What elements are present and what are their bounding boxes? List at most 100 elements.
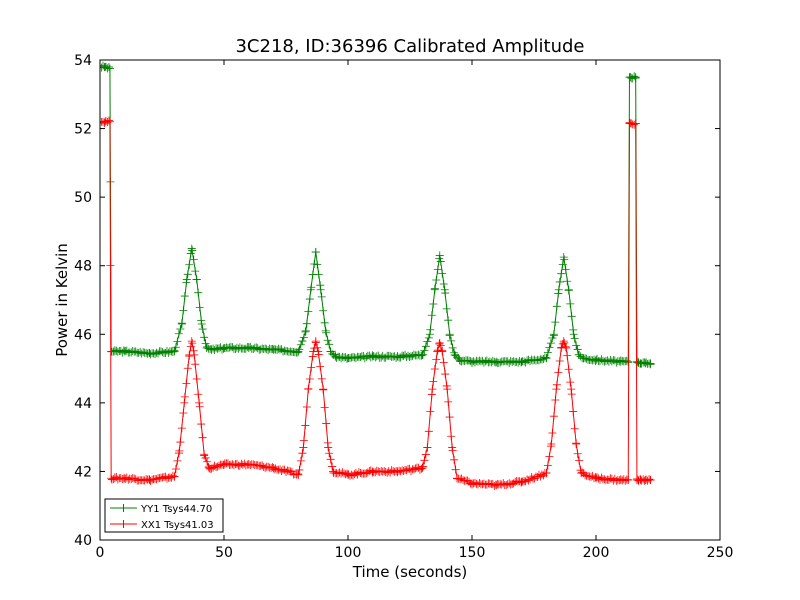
data-point <box>295 345 304 354</box>
data-point <box>326 347 335 356</box>
data-point <box>423 443 432 452</box>
data-point <box>441 289 450 298</box>
data-point <box>433 265 442 274</box>
data-point <box>468 479 476 488</box>
data-point <box>323 438 332 447</box>
data-point <box>180 292 189 301</box>
data-point <box>468 357 476 366</box>
data-point <box>543 461 552 470</box>
data-point <box>616 476 625 484</box>
data-point <box>173 337 182 346</box>
data-point <box>572 440 581 448</box>
data-point <box>430 365 439 374</box>
series-1 <box>100 116 655 491</box>
data-point <box>145 349 154 358</box>
data-point <box>192 375 201 384</box>
data-point <box>179 306 188 315</box>
x-tick-label: 200 <box>583 545 610 561</box>
data-point <box>549 330 558 339</box>
data-point <box>564 365 573 374</box>
data-point <box>563 277 572 286</box>
data-point <box>567 390 576 399</box>
data-point <box>616 357 625 366</box>
data-point <box>432 355 441 364</box>
data-point <box>424 427 433 436</box>
data-point <box>548 428 557 437</box>
data-point <box>424 333 433 342</box>
data-point <box>450 455 459 464</box>
data-point <box>325 340 334 349</box>
data-point <box>448 443 457 452</box>
data-point <box>426 325 435 334</box>
data-point <box>393 352 402 361</box>
data-point <box>444 397 453 406</box>
data-point <box>220 460 228 469</box>
data-point <box>551 396 560 405</box>
data-point <box>552 385 561 394</box>
data-point <box>546 442 555 451</box>
data-point <box>177 424 186 433</box>
data-point <box>189 255 198 264</box>
data-point <box>555 277 564 286</box>
data-point <box>417 351 426 360</box>
data-point <box>438 269 447 278</box>
data-point <box>442 304 451 313</box>
data-point <box>220 344 228 352</box>
data-point <box>542 354 551 363</box>
data-point <box>189 346 198 355</box>
data-point <box>202 344 211 352</box>
data-point <box>305 374 314 383</box>
data-point <box>368 467 377 476</box>
data-point <box>564 285 573 294</box>
data-point <box>573 345 582 354</box>
data-point <box>188 246 197 255</box>
data-point <box>558 260 567 269</box>
chart-title: 3C218, ID:36396 Calibrated Amplitude <box>235 36 584 57</box>
data-point <box>430 285 439 294</box>
data-point <box>314 270 323 279</box>
data-point <box>198 325 207 334</box>
data-point <box>269 345 278 354</box>
data-point <box>573 449 582 458</box>
data-point <box>319 306 328 315</box>
data-point <box>311 337 320 346</box>
data-point <box>145 476 154 484</box>
data-point <box>427 311 436 320</box>
data-point <box>302 319 311 328</box>
legend-box <box>104 498 224 533</box>
data-point <box>306 285 315 294</box>
data-point <box>444 316 453 325</box>
data-point <box>173 456 182 465</box>
data-point <box>110 347 119 356</box>
data-point <box>294 470 303 479</box>
data-point <box>180 392 189 401</box>
data-point <box>203 457 212 466</box>
data-point <box>323 336 332 345</box>
data-point <box>630 120 639 129</box>
data-point <box>443 385 452 394</box>
data-point <box>195 402 204 411</box>
data-point <box>429 377 438 386</box>
data-point <box>190 350 199 359</box>
data-point <box>316 362 325 371</box>
data-point <box>552 380 561 389</box>
data-point <box>368 352 377 361</box>
data-point <box>545 343 554 352</box>
x-tick-label: 100 <box>335 545 362 561</box>
legend-label: XX1 Tsys41.03 <box>141 520 214 531</box>
data-point <box>574 350 583 359</box>
data-point <box>549 412 558 421</box>
data-point <box>316 281 325 290</box>
data-point <box>110 474 119 483</box>
data-point <box>324 443 333 452</box>
data-point <box>170 472 179 481</box>
y-tick-label: 54 <box>74 53 92 69</box>
data-point <box>322 328 331 337</box>
data-point <box>438 347 447 356</box>
data-point <box>420 456 429 465</box>
data-point <box>104 116 113 125</box>
data-point <box>326 455 335 464</box>
data-point <box>182 275 191 284</box>
data-point <box>393 467 402 476</box>
